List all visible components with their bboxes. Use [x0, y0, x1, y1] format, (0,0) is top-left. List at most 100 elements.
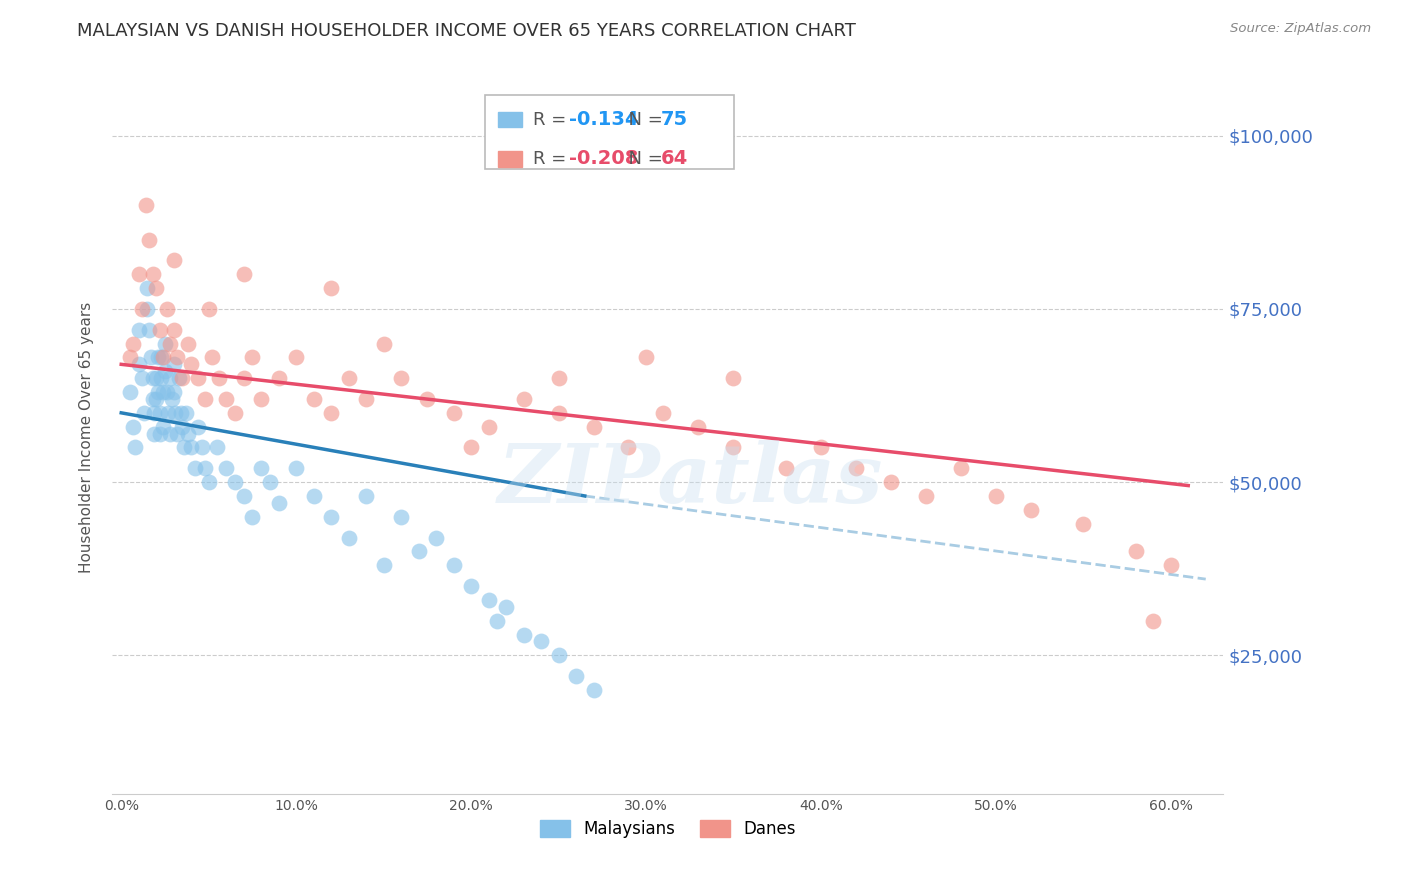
- Point: [163, 385, 186, 400]
- Point: [232, 489, 254, 503]
- Point: [145, 371, 167, 385]
- Point: [153, 364, 176, 378]
- Point: [172, 419, 194, 434]
- Point: [136, 281, 159, 295]
- Point: [949, 461, 972, 475]
- Point: [460, 579, 482, 593]
- Point: [242, 351, 264, 365]
- Y-axis label: Householder Income Over 65 years: Householder Income Over 65 years: [79, 301, 94, 573]
- Point: [187, 371, 209, 385]
- Point: [321, 281, 343, 295]
- Point: [165, 406, 187, 420]
- Point: [138, 233, 160, 247]
- Point: [197, 475, 219, 489]
- Point: [582, 419, 605, 434]
- Legend: Malaysians, Danes: Malaysians, Danes: [531, 812, 804, 847]
- Point: [408, 544, 430, 558]
- Point: [157, 406, 180, 420]
- Point: [512, 392, 534, 406]
- Point: [232, 267, 254, 281]
- Point: [173, 441, 195, 455]
- Point: [156, 385, 179, 400]
- Point: [146, 351, 169, 365]
- Point: [135, 198, 157, 212]
- Point: [321, 406, 343, 420]
- Point: [634, 351, 657, 365]
- Point: [136, 301, 159, 316]
- Point: [232, 371, 254, 385]
- Point: [477, 593, 499, 607]
- Bar: [498, 151, 523, 167]
- Point: [152, 419, 174, 434]
- Point: [652, 406, 675, 420]
- Point: [1142, 614, 1164, 628]
- Point: [354, 489, 377, 503]
- Point: [321, 509, 343, 524]
- Point: [143, 406, 166, 420]
- Point: [149, 323, 172, 337]
- Point: [190, 441, 212, 455]
- Point: [565, 669, 588, 683]
- Point: [146, 385, 169, 400]
- Point: [495, 599, 517, 614]
- Point: [170, 406, 193, 420]
- Point: [145, 392, 167, 406]
- Point: [354, 392, 377, 406]
- Point: [128, 323, 150, 337]
- Point: [142, 267, 165, 281]
- Text: Source: ZipAtlas.com: Source: ZipAtlas.com: [1230, 22, 1371, 36]
- Point: [250, 461, 273, 475]
- Point: [132, 406, 155, 420]
- Point: [176, 336, 198, 351]
- Point: [259, 475, 281, 489]
- Point: [166, 351, 188, 365]
- Point: [142, 371, 165, 385]
- Point: [915, 489, 938, 503]
- Point: [122, 419, 145, 434]
- Point: [122, 336, 145, 351]
- Point: [138, 323, 160, 337]
- Text: R =: R =: [533, 150, 572, 168]
- Point: [723, 371, 745, 385]
- Point: [880, 475, 903, 489]
- Point: [302, 392, 325, 406]
- Point: [150, 351, 173, 365]
- Point: [530, 634, 553, 648]
- Point: [124, 441, 146, 455]
- Point: [285, 461, 308, 475]
- Text: -0.208: -0.208: [569, 149, 638, 169]
- Point: [207, 441, 229, 455]
- Point: [224, 475, 246, 489]
- Point: [425, 531, 447, 545]
- Point: [118, 385, 141, 400]
- Point: [149, 406, 172, 420]
- Point: [153, 336, 176, 351]
- Point: [208, 371, 231, 385]
- Point: [547, 371, 569, 385]
- Point: [443, 406, 465, 420]
- Point: [159, 336, 181, 351]
- Point: [159, 371, 181, 385]
- Point: [131, 371, 153, 385]
- Point: [810, 441, 832, 455]
- Point: [984, 489, 1007, 503]
- Point: [723, 441, 745, 455]
- Point: [183, 461, 205, 475]
- Point: [302, 489, 325, 503]
- Point: [477, 419, 499, 434]
- Point: [443, 558, 465, 573]
- Point: [582, 682, 605, 697]
- Point: [194, 461, 217, 475]
- Point: [163, 357, 186, 371]
- Bar: [498, 112, 523, 128]
- Point: [180, 441, 202, 455]
- Point: [373, 558, 395, 573]
- Text: N =: N =: [617, 111, 668, 128]
- Point: [160, 392, 183, 406]
- Point: [150, 371, 173, 385]
- Point: [194, 392, 217, 406]
- Point: [1125, 544, 1147, 558]
- Text: N =: N =: [617, 150, 668, 168]
- Point: [145, 281, 167, 295]
- Point: [159, 426, 181, 441]
